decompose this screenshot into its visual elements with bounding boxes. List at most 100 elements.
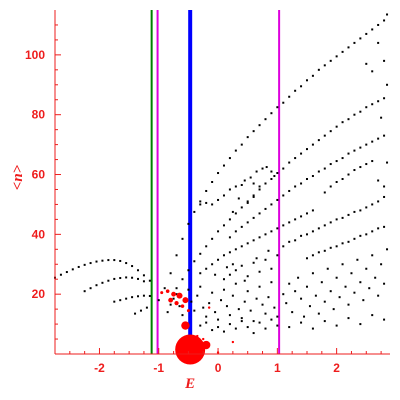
weighted-point-13 xyxy=(196,334,199,338)
y-tick-label-1: 40 xyxy=(32,227,46,241)
point-97 xyxy=(288,161,291,164)
point-247 xyxy=(231,294,234,297)
point-277 xyxy=(222,278,225,281)
point-82 xyxy=(199,252,202,255)
point-192 xyxy=(311,209,314,212)
point-72 xyxy=(359,37,362,40)
point-134 xyxy=(347,152,350,155)
point-159 xyxy=(252,195,255,198)
point-34 xyxy=(148,294,151,297)
point-93 xyxy=(264,182,267,185)
point-201 xyxy=(329,221,332,224)
point-15 xyxy=(142,274,145,277)
point-10 xyxy=(113,259,116,262)
point-170 xyxy=(383,185,386,188)
point-137 xyxy=(365,143,368,146)
point-19 xyxy=(95,284,98,287)
point-296 xyxy=(291,311,294,314)
point-79 xyxy=(181,278,184,281)
point-233 xyxy=(190,300,193,303)
point-101 xyxy=(311,143,314,146)
point-303 xyxy=(311,272,314,275)
point-340 xyxy=(371,70,374,73)
point-344 xyxy=(386,161,389,164)
point-202 xyxy=(335,218,338,221)
point-48 xyxy=(217,172,220,175)
point-107 xyxy=(347,118,350,121)
point-135 xyxy=(353,149,356,152)
point-98 xyxy=(294,157,297,160)
point-119 xyxy=(258,212,261,215)
point-73 xyxy=(365,32,368,35)
point-22 xyxy=(113,277,116,280)
point-297 xyxy=(294,290,297,293)
point-258 xyxy=(264,312,267,315)
point-96 xyxy=(282,167,285,170)
weighted-point-14 xyxy=(207,306,211,309)
point-40 xyxy=(169,272,172,275)
point-44 xyxy=(193,210,196,213)
point-304 xyxy=(314,294,317,297)
point-195 xyxy=(294,239,297,242)
point-254 xyxy=(252,320,255,323)
point-114 xyxy=(228,236,231,239)
point-308 xyxy=(326,267,329,270)
point-337 xyxy=(383,318,386,321)
point-186 xyxy=(276,227,279,230)
y-ticks: 20 40 60 80 100 xyxy=(25,24,61,340)
point-3 xyxy=(71,268,74,271)
point-27 xyxy=(142,280,145,283)
point-317 xyxy=(353,291,356,294)
point-216 xyxy=(335,245,338,248)
point-117 xyxy=(246,221,249,224)
point-282 xyxy=(252,261,255,264)
point-343 xyxy=(380,116,383,119)
x-axis-label: E xyxy=(184,376,195,392)
point-99 xyxy=(300,152,303,155)
point-160 xyxy=(237,197,240,200)
point-191 xyxy=(305,212,308,215)
point-260 xyxy=(270,281,273,284)
point-165 xyxy=(353,169,356,172)
point-329 xyxy=(288,326,291,329)
point-245 xyxy=(225,305,228,308)
point-240 xyxy=(211,291,214,294)
point-24 xyxy=(125,276,128,279)
weighted-point-8 xyxy=(165,289,170,293)
point-339 xyxy=(383,59,386,62)
point-87 xyxy=(228,218,231,221)
point-65 xyxy=(317,68,320,71)
point-166 xyxy=(359,166,362,169)
point-177 xyxy=(222,254,225,257)
point-220 xyxy=(359,234,362,237)
point-120 xyxy=(264,207,267,210)
point-295 xyxy=(288,282,291,285)
point-21 xyxy=(107,279,110,282)
point-4 xyxy=(77,265,80,268)
point-327 xyxy=(383,282,386,285)
point-271 xyxy=(246,326,249,329)
point-331 xyxy=(311,327,314,330)
point-89 xyxy=(240,206,243,209)
point-132 xyxy=(335,160,338,163)
point-30 xyxy=(125,297,128,300)
point-25 xyxy=(131,276,134,279)
point-55 xyxy=(258,124,261,127)
point-86 xyxy=(222,224,225,227)
weighted-point-18 xyxy=(193,351,196,354)
point-67 xyxy=(329,59,332,62)
point-232 xyxy=(187,288,190,291)
point-162 xyxy=(335,181,338,183)
point-266 xyxy=(217,326,220,329)
weighted-point-1 xyxy=(201,340,211,350)
point-103 xyxy=(323,134,326,137)
point-180 xyxy=(240,245,243,248)
point-151 xyxy=(255,170,258,173)
point-14 xyxy=(137,269,140,272)
point-275 xyxy=(270,318,273,321)
y-tick-label-2: 60 xyxy=(32,168,46,182)
point-71 xyxy=(353,41,356,44)
point-225 xyxy=(166,311,169,314)
point-66 xyxy=(323,64,326,67)
point-155 xyxy=(273,175,276,178)
